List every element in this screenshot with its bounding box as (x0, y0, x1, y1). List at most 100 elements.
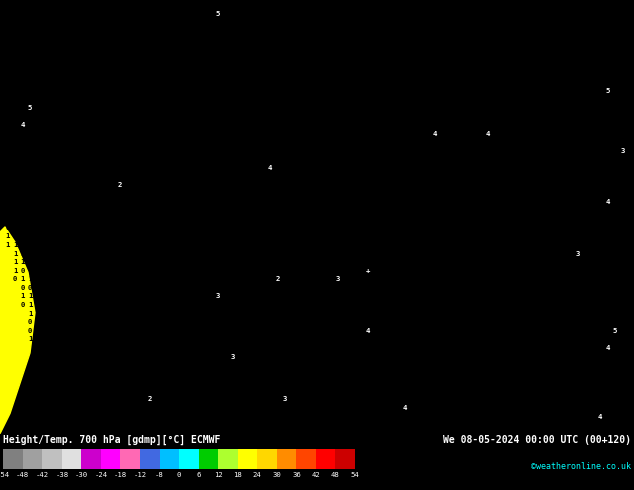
Text: 4: 4 (538, 414, 542, 419)
Text: 3: 3 (433, 225, 437, 231)
Text: 1: 1 (43, 173, 47, 179)
Text: 3: 3 (613, 131, 617, 137)
Text: 3: 3 (306, 182, 309, 188)
Text: 3: 3 (230, 396, 235, 402)
Text: 4: 4 (403, 62, 407, 68)
Text: 3: 3 (313, 182, 317, 188)
Text: 4: 4 (530, 122, 534, 128)
Text: 4: 4 (553, 379, 557, 385)
Text: 2: 2 (148, 156, 152, 162)
Text: 6: 6 (261, 53, 264, 59)
Text: 4: 4 (396, 131, 399, 137)
Text: 3: 3 (575, 250, 579, 257)
Text: 3: 3 (425, 422, 430, 428)
Text: 6: 6 (628, 53, 632, 59)
Text: 1: 1 (58, 388, 62, 394)
Text: 6: 6 (396, 36, 399, 42)
Text: 5: 5 (433, 53, 437, 59)
Text: 4: 4 (583, 208, 587, 214)
Text: 3: 3 (223, 388, 227, 394)
Text: 4: 4 (575, 122, 579, 128)
Text: 2: 2 (208, 199, 212, 205)
Text: 1: 1 (110, 422, 115, 428)
Text: 3: 3 (216, 345, 220, 351)
Text: 2: 2 (200, 208, 205, 214)
Text: 3: 3 (193, 379, 197, 385)
Text: 4: 4 (523, 139, 527, 145)
Text: 3: 3 (343, 336, 347, 343)
Text: 3: 3 (410, 370, 415, 377)
Text: 4: 4 (313, 114, 317, 120)
Text: 6: 6 (155, 45, 160, 51)
Text: 4: 4 (328, 97, 332, 102)
Text: 4: 4 (290, 88, 295, 94)
Text: 3: 3 (216, 311, 220, 317)
Text: 3: 3 (103, 139, 107, 145)
Text: 3: 3 (245, 345, 250, 351)
Text: 3: 3 (358, 242, 362, 248)
Text: 5: 5 (620, 36, 624, 42)
Text: 5: 5 (245, 53, 250, 59)
Text: 1: 1 (36, 362, 40, 368)
Text: 3: 3 (306, 336, 309, 343)
Text: 3: 3 (455, 208, 460, 214)
Text: 6: 6 (320, 36, 325, 42)
Text: 4: 4 (523, 388, 527, 394)
Text: 5: 5 (403, 71, 407, 76)
Text: 0: 0 (58, 294, 62, 299)
Text: 5: 5 (455, 302, 460, 308)
Text: 3: 3 (560, 268, 565, 274)
Text: 5: 5 (628, 422, 632, 428)
Text: 5: 5 (58, 36, 62, 42)
Text: 3: 3 (605, 234, 610, 240)
Text: 1: 1 (58, 302, 62, 308)
Text: 4: 4 (545, 259, 550, 265)
Text: 2: 2 (50, 268, 55, 274)
Text: 4: 4 (13, 114, 17, 120)
Text: 3: 3 (306, 302, 309, 308)
Text: 4: 4 (478, 311, 482, 317)
Text: 1: 1 (65, 302, 70, 308)
Text: 5: 5 (200, 28, 205, 34)
Text: 5: 5 (440, 97, 444, 102)
Text: 0: 0 (58, 370, 62, 377)
Text: 5: 5 (171, 114, 175, 120)
Text: 1: 1 (110, 199, 115, 205)
Text: 4: 4 (320, 131, 325, 137)
Text: 4: 4 (65, 88, 70, 94)
Text: 3: 3 (261, 336, 264, 343)
Text: 3: 3 (216, 362, 220, 368)
Text: 4: 4 (598, 294, 602, 299)
Text: 4: 4 (523, 62, 527, 68)
Text: 4: 4 (568, 259, 573, 265)
Text: 3: 3 (298, 294, 302, 299)
Text: 3: 3 (328, 431, 332, 437)
Text: 4: 4 (200, 105, 205, 111)
Text: 3: 3 (343, 217, 347, 222)
Text: 5: 5 (155, 88, 160, 94)
Text: 3: 3 (508, 234, 512, 240)
Text: 3: 3 (185, 276, 190, 282)
Text: 4: 4 (538, 88, 542, 94)
Text: 3: 3 (193, 362, 197, 368)
Text: 4: 4 (433, 370, 437, 377)
Text: 1: 1 (126, 276, 130, 282)
Text: 3: 3 (425, 311, 430, 317)
Text: 4: 4 (500, 345, 505, 351)
Text: 6: 6 (335, 19, 340, 25)
Text: 2: 2 (216, 131, 220, 137)
Text: 5: 5 (575, 53, 579, 59)
Text: +: + (575, 28, 579, 34)
Text: 3: 3 (530, 268, 534, 274)
Text: 6: 6 (478, 28, 482, 34)
Text: 4: 4 (223, 105, 227, 111)
Text: 4: 4 (500, 414, 505, 419)
Text: 3: 3 (238, 199, 242, 205)
Text: 2: 2 (200, 217, 205, 222)
Text: 3: 3 (238, 414, 242, 419)
Text: 4: 4 (396, 362, 399, 368)
Text: 4: 4 (553, 388, 557, 394)
Text: 3: 3 (230, 422, 235, 428)
Text: 3: 3 (313, 319, 317, 325)
Text: 3: 3 (261, 422, 264, 428)
